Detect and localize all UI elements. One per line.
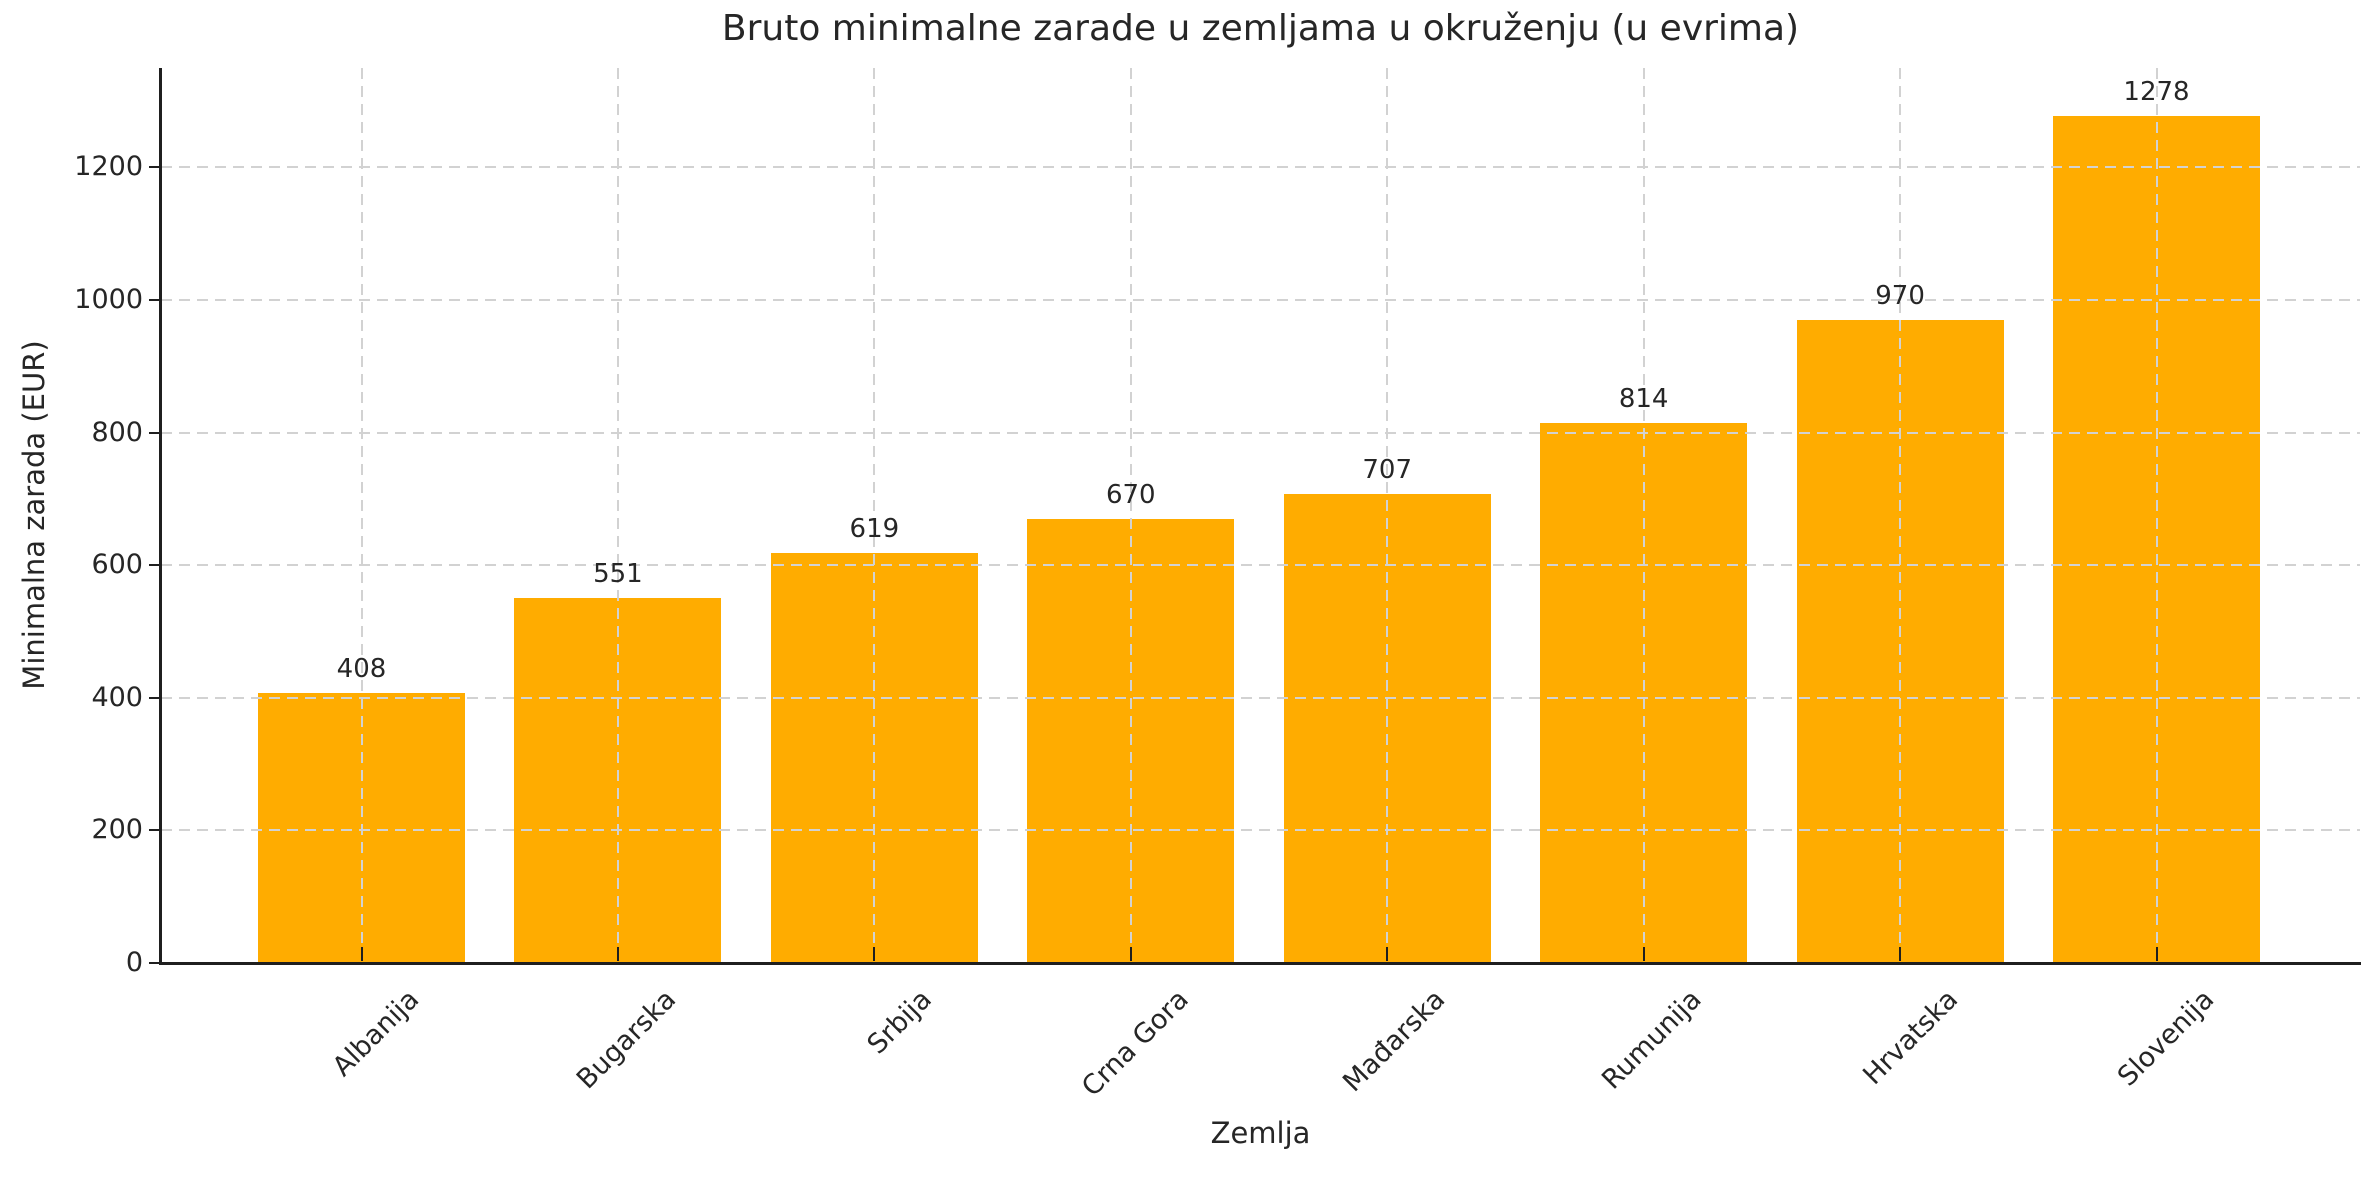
y-tick-label: 200 [91, 814, 143, 846]
x-tick-mark [2155, 947, 2158, 961]
y-tick-mark [149, 299, 161, 302]
y-gridline [161, 431, 2360, 434]
x-gridline [1899, 68, 1902, 963]
x-gridline [1642, 68, 1645, 963]
x-tick-label: Rumunija [1596, 984, 1708, 1096]
y-gridline [161, 696, 2360, 699]
y-tick-label: 400 [91, 681, 143, 713]
x-tick-mark [1899, 947, 1902, 961]
y-tick-label: 1000 [74, 284, 143, 316]
y-tick-mark [149, 564, 161, 567]
x-tick-label: Mađarska [1337, 984, 1452, 1099]
bar-value-label: 814 [1618, 384, 1669, 415]
x-tick-label: Crna Gora [1076, 984, 1195, 1103]
x-tick-mark [1642, 947, 1645, 961]
bar-value-label: 551 [593, 558, 643, 589]
y-tick-mark [149, 166, 161, 169]
y-tick-mark [149, 829, 161, 832]
bar-value-label: 1278 [2123, 76, 2190, 107]
y-tick-label: 600 [91, 549, 143, 581]
y-tick-label: 0 [125, 947, 143, 978]
x-gridline [1386, 68, 1389, 963]
y-gridline [161, 829, 2360, 832]
x-axis-label: Zemlja [1210, 1116, 1311, 1150]
x-tick-mark [360, 947, 363, 961]
x-tick-label: Albanija [326, 984, 426, 1083]
y-gridline [161, 299, 2360, 302]
x-gridline [360, 68, 363, 963]
x-tick-label: Srbija [861, 984, 939, 1061]
x-tick-mark [873, 947, 876, 961]
x-gridline [1129, 68, 1132, 963]
x-tick-mark [1386, 947, 1389, 961]
bar-value-label: 619 [849, 513, 900, 544]
y-gridline [161, 166, 2360, 169]
x-axis-spine [159, 962, 2361, 965]
y-tick-mark [149, 696, 161, 699]
y-gridline [161, 564, 2360, 567]
y-tick-label: 1200 [74, 151, 143, 183]
x-tick-label: Slovenija [2111, 984, 2221, 1093]
bar-value-label: 670 [1105, 479, 1156, 510]
y-tick-mark [149, 431, 161, 434]
x-tick-label: Hrvatska [1857, 984, 1965, 1091]
x-tick-label: Bugarska [570, 984, 682, 1096]
y-axis-spine [159, 68, 162, 965]
y-axis-label: Minimalna zarada (EUR) [17, 340, 51, 690]
bar-value-label: 408 [336, 653, 387, 684]
chart-title: Bruto minimalne zarade u zemljama u okru… [721, 8, 1800, 49]
x-gridline [616, 68, 619, 963]
x-gridline [873, 68, 876, 963]
y-tick-label: 800 [91, 416, 143, 448]
x-gridline [2155, 68, 2158, 963]
bar-value-label: 970 [1875, 280, 1925, 311]
y-tick-mark [149, 962, 161, 964]
x-tick-mark [1129, 947, 1132, 961]
x-tick-mark [616, 947, 619, 961]
bar-value-label: 707 [1362, 455, 1413, 486]
